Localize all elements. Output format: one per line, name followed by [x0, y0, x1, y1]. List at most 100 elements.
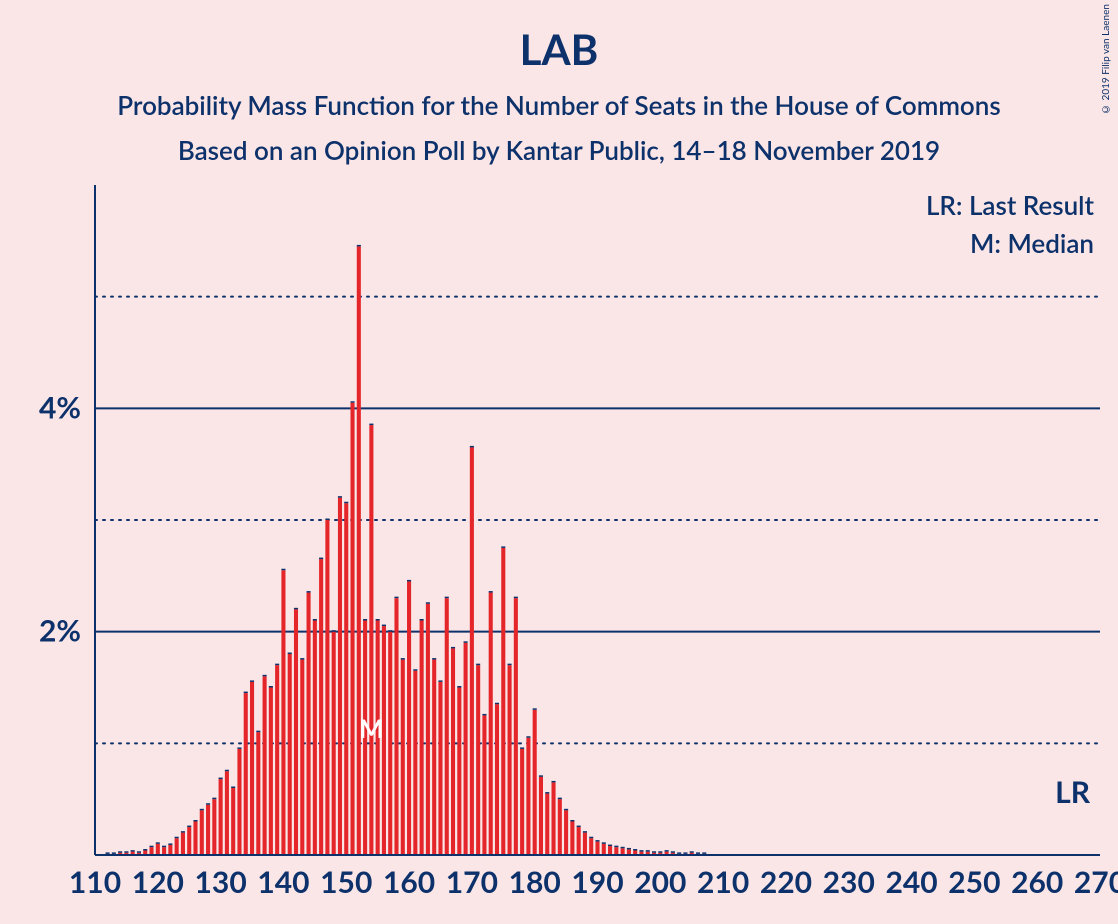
- pmf-bar-cap: [156, 842, 160, 844]
- x-tick-label: 270: [1074, 864, 1118, 900]
- pmf-bar: [595, 842, 599, 855]
- pmf-bar: [438, 682, 442, 855]
- pmf-bar: [608, 846, 612, 855]
- pmf-bar: [401, 660, 405, 855]
- pmf-bar-cap: [570, 820, 574, 822]
- lr-marker: LR: [1055, 774, 1091, 810]
- pmf-bar-cap: [175, 837, 179, 839]
- pmf-bar-cap: [325, 519, 329, 521]
- pmf-bar: [558, 799, 562, 855]
- pmf-bar: [457, 688, 461, 856]
- pmf-bar-cap: [319, 558, 323, 560]
- pmf-bar-cap: [621, 847, 625, 849]
- pmf-bar-cap: [149, 846, 153, 848]
- pmf-bar: [250, 682, 254, 855]
- pmf-bar: [464, 643, 468, 855]
- pmf-bar-cap: [382, 625, 386, 627]
- pmf-bar-cap: [501, 546, 505, 548]
- pmf-bar-cap: [608, 845, 612, 847]
- pmf-bar-cap: [250, 680, 254, 682]
- pmf-bar-cap: [369, 424, 373, 426]
- chart-subtitle-1: Probability Mass Function for the Number…: [117, 89, 1000, 121]
- pmf-bar-cap: [275, 664, 279, 666]
- pmf-bar-cap: [551, 781, 555, 783]
- pmf-bar: [269, 688, 273, 856]
- pmf-bar-cap: [388, 630, 392, 632]
- pmf-bar: [244, 693, 248, 855]
- pmf-bar-cap: [300, 658, 304, 660]
- pmf-bar-cap: [376, 619, 380, 621]
- pmf-bar: [212, 799, 216, 855]
- pmf-bar-cap: [627, 848, 631, 850]
- median-marker: M: [359, 712, 384, 744]
- pmf-bar: [501, 548, 505, 855]
- pmf-bar-cap: [401, 658, 405, 660]
- pmf-bar-cap: [702, 852, 706, 854]
- pmf-bar-cap: [545, 792, 549, 794]
- pmf-bar: [602, 844, 606, 855]
- pmf-bar-cap: [589, 837, 593, 839]
- pmf-bar: [332, 632, 336, 855]
- x-tick-label: 220: [760, 864, 812, 900]
- pmf-bar-cap: [200, 809, 204, 811]
- pmf-bar: [614, 847, 618, 855]
- pmf-bar-cap: [533, 708, 537, 710]
- pmf-bar: [149, 847, 153, 855]
- pmf-bar-cap: [683, 852, 687, 854]
- pmf-bar: [275, 665, 279, 855]
- pmf-bar: [551, 782, 555, 855]
- pmf-bar-cap: [313, 619, 317, 621]
- pmf-bar-cap: [338, 496, 342, 498]
- pmf-bar-cap: [193, 820, 197, 822]
- pmf-bar-cap: [476, 664, 480, 666]
- pmf-bar-cap: [307, 591, 311, 593]
- pmf-bar: [533, 710, 537, 855]
- pmf-bar-cap: [124, 851, 128, 853]
- x-tick-label: 130: [195, 864, 247, 900]
- pmf-bar: [187, 827, 191, 855]
- pmf-bar-cap: [413, 669, 417, 671]
- chart-title: LAB: [520, 24, 599, 74]
- pmf-bar: [357, 246, 361, 855]
- pmf-bar-cap: [231, 787, 235, 789]
- pmf-bar-cap: [206, 803, 210, 805]
- pmf-bar-cap: [118, 851, 122, 853]
- pmf-bar: [307, 593, 311, 855]
- pmf-bar-cap: [564, 809, 568, 811]
- pmf-bar: [508, 665, 512, 855]
- pmf-bar-cap: [237, 747, 241, 749]
- pmf-bar-cap: [363, 619, 367, 621]
- pmf-bar: [288, 654, 292, 855]
- pmf-bar: [476, 665, 480, 855]
- pmf-bar-cap: [457, 686, 461, 688]
- pmf-bar: [325, 520, 329, 855]
- pmf-bar: [570, 822, 574, 856]
- y-tick-label: 4%: [39, 389, 81, 425]
- pmf-bar-cap: [665, 850, 669, 852]
- pmf-bar-cap: [495, 703, 499, 705]
- pmf-bar: [219, 779, 223, 855]
- pmf-bar-cap: [112, 852, 116, 854]
- copyright-text: © 2019 Filip van Laenen: [1100, 4, 1112, 115]
- x-tick-label: 240: [885, 864, 937, 900]
- legend-lr: LR: Last Result: [926, 189, 1095, 221]
- pmf-bar: [294, 609, 298, 855]
- pmf-bar-cap: [394, 597, 398, 599]
- pmf-bar: [237, 749, 241, 855]
- pmf-bar: [432, 660, 436, 855]
- pmf-bar: [470, 447, 474, 855]
- pmf-bar-cap: [212, 798, 216, 800]
- x-tick-label: 210: [697, 864, 749, 900]
- pmf-bar-cap: [281, 569, 285, 571]
- pmf-bar-cap: [219, 778, 223, 780]
- pmf-bar: [545, 794, 549, 855]
- x-tick-label: 170: [446, 864, 498, 900]
- pmf-bar: [168, 845, 172, 855]
- pmf-bar: [445, 598, 449, 855]
- pmf-bar-cap: [187, 826, 191, 828]
- pmf-bar-cap: [464, 641, 468, 643]
- pmf-bar: [394, 598, 398, 855]
- pmf-bar-cap: [332, 630, 336, 632]
- pmf-bar-cap: [677, 852, 681, 854]
- pmf-bar: [451, 648, 455, 855]
